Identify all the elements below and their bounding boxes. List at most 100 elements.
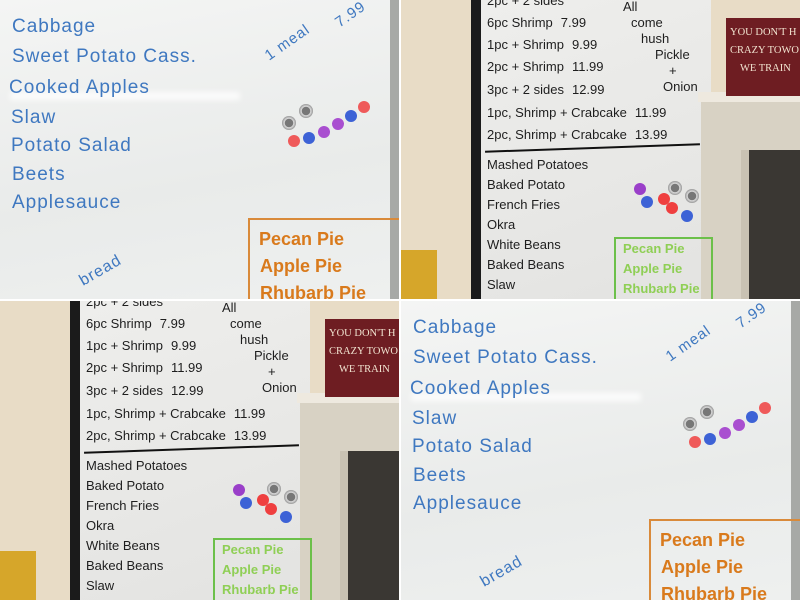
meal-price: 12.99 bbox=[571, 82, 605, 97]
meal-row: 2pc + Shrimp 11.99 bbox=[487, 59, 604, 75]
meal-row: 2pc, Shrimp + Crabcake 13.99 bbox=[86, 428, 266, 444]
meal-label: 6pc Shrimp bbox=[86, 316, 152, 331]
side-note: come bbox=[631, 15, 663, 30]
magnet-icon bbox=[668, 181, 682, 195]
door-opening bbox=[340, 451, 399, 600]
side-note: come bbox=[230, 316, 262, 331]
meal-label: 1pc, Shrimp + Crabcake bbox=[487, 105, 627, 120]
menu-item: Potato Salad bbox=[412, 436, 533, 457]
dessert-item: Pecan Pie bbox=[222, 542, 284, 557]
meal-price: 11.99 bbox=[233, 406, 266, 421]
meal-row: 2pc, Shrimp + Crabcake 13.99 bbox=[487, 127, 667, 143]
light-glare bbox=[411, 393, 641, 401]
magnet-icon bbox=[284, 490, 298, 504]
meal-price: 11.99 bbox=[634, 105, 667, 120]
whiteboard bbox=[0, 0, 390, 299]
magnet-icon bbox=[267, 482, 281, 496]
magnet-icon bbox=[318, 126, 330, 138]
meal-label: 1pc + Shrimp bbox=[487, 37, 564, 52]
meal-row: 2pc + 2 sides bbox=[487, 0, 564, 9]
meal-label: 2pc + 2 sides bbox=[487, 0, 564, 8]
dessert-box bbox=[248, 218, 399, 299]
board-frame bbox=[791, 301, 800, 600]
side-note: + bbox=[268, 364, 276, 379]
magnet-icon bbox=[733, 419, 745, 431]
magnet-icon bbox=[666, 202, 678, 214]
side-item: Okra bbox=[487, 217, 516, 232]
magnet-icon bbox=[759, 402, 771, 414]
magnet-icon bbox=[257, 494, 269, 506]
menu-item: Beets bbox=[413, 465, 467, 486]
dessert-item: Apple Pie bbox=[661, 557, 744, 577]
photo-blue-board-1: Cabbage Sweet Potato Cass. Cooked Apples… bbox=[0, 0, 399, 299]
side-item: Baked Beans bbox=[487, 257, 565, 272]
dessert-item: Rhubarb Pie bbox=[661, 584, 768, 600]
dessert-item: Rhubarb Pie bbox=[623, 281, 700, 296]
magnet-icon bbox=[280, 511, 292, 523]
side-item: Baked Beans bbox=[86, 558, 164, 573]
dessert-item: Rhubarb Pie bbox=[222, 582, 299, 597]
menu-item: Cooked Apples bbox=[9, 77, 150, 98]
meal-price: 12.99 bbox=[170, 383, 204, 398]
meal-row: 6pc Shrimp 7.99 bbox=[487, 15, 586, 31]
meal-row: 3pc + 2 sides 12.99 bbox=[487, 82, 605, 98]
meal-label: 1pc + Shrimp bbox=[86, 338, 163, 353]
sign-line: YOU DON'T H bbox=[730, 27, 797, 38]
meal-label: 2pc, Shrimp + Crabcake bbox=[487, 127, 627, 142]
whiteboard bbox=[401, 301, 791, 600]
meal-row: 1pc, Shrimp + Crabcake 11.99 bbox=[86, 406, 266, 422]
magnet-icon bbox=[746, 411, 758, 423]
shelf bbox=[698, 92, 800, 102]
meal-price: 11.99 bbox=[571, 59, 604, 74]
meal-price: 9.99 bbox=[170, 338, 197, 353]
dessert-item: Rhubarb Pie bbox=[260, 283, 367, 299]
magnet-icon bbox=[658, 193, 670, 205]
side-note: All bbox=[623, 0, 638, 14]
side-item: Baked Potato bbox=[86, 478, 165, 493]
side-note: + bbox=[669, 63, 677, 78]
dessert-box bbox=[614, 237, 713, 299]
meal-row: 2pc + Shrimp 11.99 bbox=[86, 360, 203, 376]
menu-item: Slaw bbox=[11, 107, 57, 128]
menu-item: Sweet Potato Cass. bbox=[413, 347, 598, 368]
dessert-item: Pecan Pie bbox=[660, 530, 746, 550]
dessert-box bbox=[213, 538, 312, 600]
sign-line: WE TRAIN bbox=[339, 364, 390, 375]
board-frame bbox=[390, 0, 399, 299]
meal-row: 2pc + 2 sides bbox=[86, 301, 163, 310]
cereal-box bbox=[0, 551, 36, 600]
side-item: French Fries bbox=[487, 197, 560, 212]
magnet-icon bbox=[345, 110, 357, 122]
meal-row: 1pc + Shrimp 9.99 bbox=[487, 37, 597, 53]
side-item: French Fries bbox=[86, 498, 159, 513]
dessert-item: Apple Pie bbox=[623, 261, 683, 276]
dessert-item: Pecan Pie bbox=[623, 241, 685, 256]
menu-item: Cabbage bbox=[413, 317, 498, 338]
meal-row: 1pc, Shrimp + Crabcake 11.99 bbox=[487, 105, 667, 121]
meal-row: 6pc Shrimp 7.99 bbox=[86, 316, 186, 332]
photo-blue-board-2: Cabbage Sweet Potato Cass. Cooked Apples… bbox=[401, 301, 800, 600]
side-note: hush bbox=[240, 332, 269, 347]
meal-label: 6pc Shrimp bbox=[487, 15, 553, 30]
meal-label: 2pc + 2 sides bbox=[86, 301, 163, 309]
side-note: Onion bbox=[262, 380, 297, 395]
side-item: Mashed Potatoes bbox=[487, 157, 589, 172]
light-glare bbox=[10, 92, 240, 100]
side-note: All bbox=[222, 301, 237, 315]
side-item: Mashed Potatoes bbox=[86, 458, 188, 473]
meal-label: 1pc, Shrimp + Crabcake bbox=[86, 406, 226, 421]
board-frame bbox=[70, 301, 82, 600]
menu-item: Sweet Potato Cass. bbox=[12, 46, 197, 67]
meal-label: 3pc + 2 sides bbox=[487, 82, 564, 97]
meal-label: 2pc + Shrimp bbox=[86, 360, 163, 375]
wall-sign: YOU DON'T H CRAZY TOWO WE TRAIN bbox=[726, 18, 800, 96]
dessert-item: Pecan Pie bbox=[259, 229, 345, 249]
meal-label: 2pc, Shrimp + Crabcake bbox=[86, 428, 226, 443]
sign-line: CRAZY TOWO bbox=[329, 346, 398, 357]
meal-row: 1pc + Shrimp 9.99 bbox=[86, 338, 197, 354]
meal-price: 7.99 bbox=[159, 316, 186, 331]
magnet-icon bbox=[303, 132, 315, 144]
board-frame bbox=[471, 0, 483, 299]
dessert-item: Apple Pie bbox=[222, 562, 282, 577]
magnet-icon bbox=[689, 436, 701, 448]
